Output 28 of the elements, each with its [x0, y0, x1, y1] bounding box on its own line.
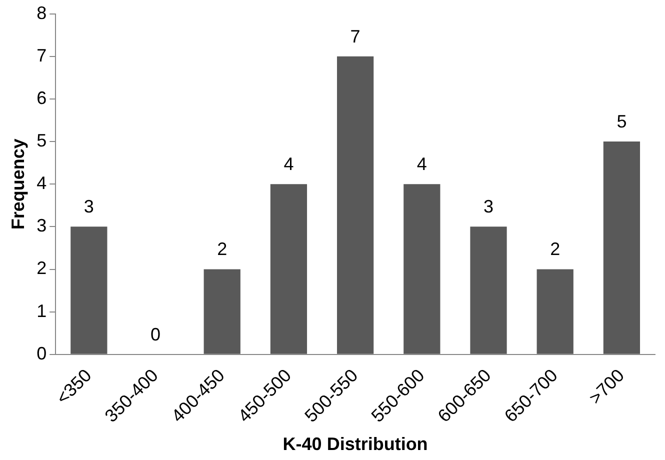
- bar: [470, 226, 507, 354]
- bar: [70, 226, 108, 354]
- y-tick-label: 1: [36, 300, 47, 321]
- data-label: 5: [616, 112, 627, 132]
- data-label: 2: [217, 239, 228, 260]
- bar: [336, 56, 374, 354]
- y-tick-label: 0: [36, 343, 47, 364]
- bar: [603, 142, 640, 354]
- data-label: 7: [350, 26, 360, 46]
- data-label: 3: [483, 196, 494, 217]
- data-label: 4: [284, 154, 294, 174]
- y-tick-label: 6: [36, 88, 47, 108]
- y-tick-label: 7: [36, 45, 47, 66]
- y-tick-label: 8: [36, 2, 47, 23]
- x-axis-title: K-40 Distribution: [282, 434, 428, 454]
- y-tick-label: 5: [36, 130, 47, 150]
- bar: [404, 184, 440, 354]
- bar: [536, 269, 574, 354]
- bar: [270, 184, 308, 354]
- y-axis-title: Frequency: [8, 138, 28, 230]
- bar: [204, 269, 240, 354]
- data-label: 0: [150, 324, 161, 344]
- data-label: 4: [416, 154, 427, 174]
- y-tick-label: 3: [36, 216, 47, 236]
- y-tick-label: 4: [36, 173, 47, 194]
- data-label: 3: [84, 196, 94, 217]
- data-label: 2: [550, 239, 560, 260]
- y-tick-label: 2: [36, 258, 47, 278]
